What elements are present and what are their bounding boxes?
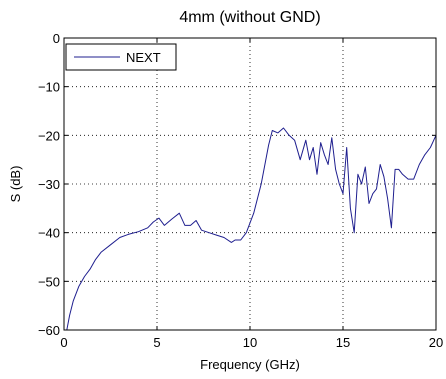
x-tick-label: 5 — [153, 335, 160, 350]
series-layer — [66, 127, 437, 331]
y-tick-label: −40 — [38, 226, 60, 241]
y-tick-label: −10 — [38, 80, 60, 95]
x-tick-label: 0 — [60, 335, 67, 350]
legend-label-next: NEXT — [126, 50, 161, 65]
x-tick-label: 15 — [336, 335, 350, 350]
x-tick-labels: 0 5 10 15 20 — [60, 335, 443, 350]
grid — [64, 38, 436, 330]
y-tick-label: −50 — [38, 274, 60, 289]
plot-frame — [63, 37, 437, 331]
x-axis-label: Frequency (GHz) — [200, 357, 300, 372]
y-tick-label: −60 — [38, 323, 60, 338]
x-tick-label: 10 — [243, 335, 257, 350]
series-line-next — [66, 127, 437, 331]
y-tick-label: −20 — [38, 128, 60, 143]
y-tick-label: 0 — [53, 31, 60, 46]
y-tick-label: −30 — [38, 177, 60, 192]
x-tick-label: 20 — [429, 335, 443, 350]
legend: NEXT — [65, 43, 177, 71]
y-axis-label: S (dB) — [8, 166, 23, 203]
chart-title: 4mm (without GND) — [179, 9, 320, 26]
y-tick-labels: 0 −10 −20 −30 −40 −50 −60 — [38, 31, 60, 338]
